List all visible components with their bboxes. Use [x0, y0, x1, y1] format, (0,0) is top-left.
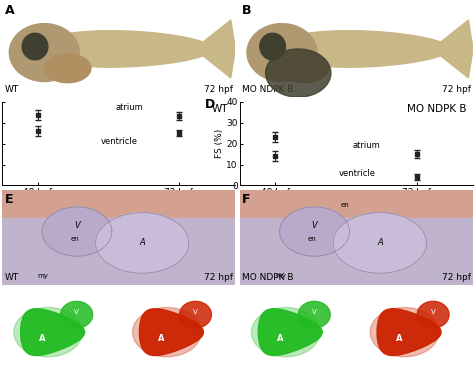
- Text: WT: WT: [5, 273, 19, 282]
- Polygon shape: [280, 207, 349, 256]
- Text: I: I: [242, 291, 247, 304]
- Text: V: V: [74, 308, 79, 314]
- Text: A: A: [395, 334, 402, 343]
- Text: ventricle: ventricle: [339, 169, 376, 178]
- Text: MF20: MF20: [450, 360, 471, 369]
- Polygon shape: [9, 23, 79, 81]
- Polygon shape: [251, 307, 320, 357]
- Text: V: V: [74, 222, 80, 231]
- Text: MO NDPK B: MO NDPK B: [242, 360, 286, 369]
- Polygon shape: [273, 31, 450, 67]
- Polygon shape: [21, 309, 85, 355]
- Polygon shape: [35, 31, 212, 67]
- Text: my: my: [37, 273, 48, 279]
- Text: A: A: [5, 4, 14, 17]
- Polygon shape: [42, 207, 112, 256]
- Polygon shape: [61, 301, 92, 328]
- Text: V: V: [312, 222, 318, 231]
- Text: MO NDPK B: MO NDPK B: [407, 104, 466, 114]
- Bar: [240, 190, 473, 218]
- Text: A: A: [139, 238, 145, 247]
- Polygon shape: [260, 33, 285, 60]
- Text: MO NDPK B: MO NDPK B: [242, 85, 294, 94]
- Text: A: A: [158, 334, 164, 343]
- Text: MO NDPK B: MO NDPK B: [242, 273, 294, 282]
- Text: en: en: [340, 202, 349, 208]
- Text: MF20: MF20: [212, 360, 233, 369]
- Polygon shape: [22, 33, 48, 60]
- Polygon shape: [133, 307, 201, 357]
- Text: MO NDPK B: MO NDPK B: [361, 360, 405, 369]
- Text: WT: WT: [123, 360, 136, 369]
- Text: en: en: [70, 236, 79, 242]
- Text: D: D: [205, 98, 215, 111]
- Bar: [240, 218, 473, 285]
- Text: WT: WT: [212, 104, 228, 114]
- Polygon shape: [265, 49, 331, 97]
- Polygon shape: [298, 301, 330, 328]
- Text: S46: S46: [337, 360, 352, 369]
- Text: 72 hpf: 72 hpf: [204, 273, 233, 282]
- Text: en: en: [308, 236, 317, 242]
- Text: A: A: [39, 334, 46, 343]
- Polygon shape: [282, 54, 328, 83]
- Text: A: A: [277, 334, 283, 343]
- Text: WT: WT: [5, 360, 17, 369]
- Polygon shape: [96, 213, 189, 273]
- Text: 72 hpf: 72 hpf: [442, 273, 471, 282]
- Text: atrium: atrium: [353, 141, 381, 150]
- Text: 72 hpf: 72 hpf: [442, 85, 471, 94]
- Polygon shape: [333, 213, 427, 273]
- Text: V: V: [193, 308, 198, 314]
- Polygon shape: [14, 307, 82, 357]
- Text: atrium: atrium: [115, 103, 143, 112]
- Polygon shape: [139, 309, 203, 355]
- Text: S46: S46: [100, 360, 114, 369]
- Polygon shape: [201, 20, 236, 78]
- Polygon shape: [370, 307, 439, 357]
- Polygon shape: [438, 20, 473, 78]
- Polygon shape: [258, 309, 322, 355]
- Polygon shape: [417, 301, 449, 328]
- Polygon shape: [180, 301, 211, 328]
- Polygon shape: [377, 309, 441, 355]
- Y-axis label: FS (%): FS (%): [215, 129, 224, 158]
- Text: A: A: [377, 238, 383, 247]
- Text: G: G: [5, 291, 15, 304]
- Text: 72 hpf: 72 hpf: [204, 85, 233, 94]
- Text: my: my: [275, 273, 286, 279]
- Text: WT: WT: [5, 85, 19, 94]
- Text: B: B: [242, 4, 252, 17]
- Text: J: J: [361, 291, 366, 304]
- Text: H: H: [123, 291, 134, 304]
- Text: ventricle: ventricle: [101, 137, 138, 146]
- Bar: [2, 190, 236, 218]
- Text: F: F: [242, 193, 251, 206]
- Text: V: V: [312, 308, 317, 314]
- Polygon shape: [247, 23, 317, 81]
- Text: E: E: [5, 193, 13, 206]
- Polygon shape: [45, 54, 91, 83]
- Bar: [2, 218, 236, 285]
- Text: V: V: [431, 308, 436, 314]
